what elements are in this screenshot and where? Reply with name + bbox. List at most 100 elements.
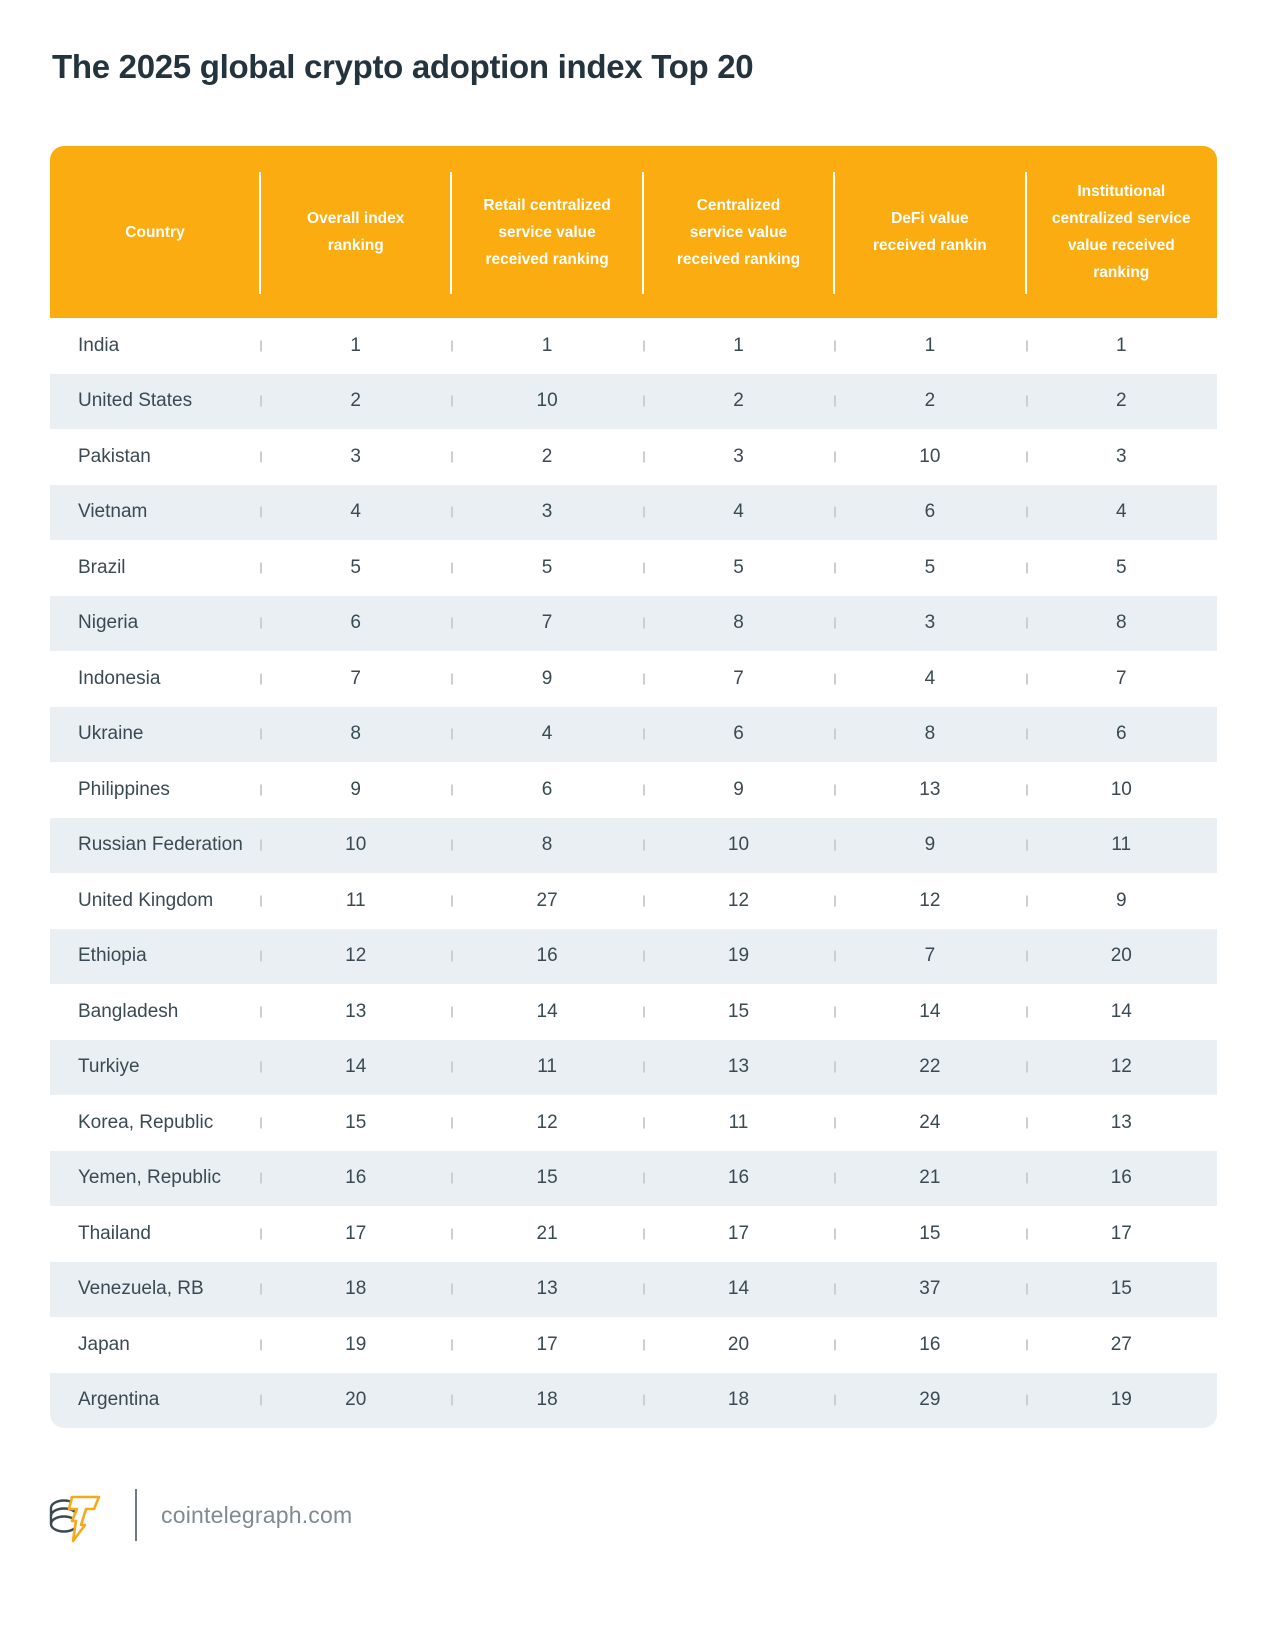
country-cell: Argentina — [50, 1373, 260, 1429]
rank-cell: 14 — [260, 1040, 451, 1096]
rank-value: 10 — [345, 834, 367, 856]
rank-value: 5 — [924, 556, 936, 578]
column-divider-tick — [260, 839, 262, 851]
rank-cell: 17 — [451, 1317, 642, 1373]
rank-cell: 29 — [834, 1373, 1025, 1429]
rank-value: 12 — [727, 889, 750, 911]
rank-cell: 12 — [834, 873, 1025, 929]
country-name: Brazil — [78, 556, 126, 578]
rank-value: 11 — [728, 1111, 749, 1133]
rank-value: 4 — [924, 667, 936, 689]
column-divider-tick — [642, 1117, 645, 1129]
column-divider-tick — [642, 895, 645, 907]
country-cell: Yemen, Republic — [50, 1151, 260, 1207]
column-divider-tick — [642, 784, 645, 796]
rank-cell: 2 — [834, 374, 1025, 430]
rank-cell: 19 — [260, 1317, 451, 1373]
rank-cell: 15 — [1025, 1262, 1217, 1318]
column-divider-tick — [451, 728, 454, 740]
rank-cell: 17 — [642, 1206, 834, 1262]
rank-cell: 7 — [1025, 651, 1217, 707]
column-divider-tick — [834, 728, 837, 740]
rank-value: 9 — [924, 834, 936, 856]
rank-cell: 18 — [451, 1373, 642, 1429]
rank-value: 10 — [1110, 778, 1132, 800]
column-divider-tick — [451, 1172, 454, 1184]
rank-value: 37 — [919, 1278, 941, 1300]
rank-cell: 15 — [642, 984, 834, 1040]
column-divider-tick — [260, 1117, 262, 1129]
rank-value: 15 — [536, 1167, 558, 1189]
column-divider-tick — [1025, 1061, 1028, 1073]
column-divider-tick — [1025, 728, 1028, 740]
table-header-row: Country Overall index ranking Retail cen… — [50, 146, 1217, 318]
rank-value: 5 — [350, 556, 361, 578]
column-divider-tick — [260, 673, 262, 685]
rank-value: 9 — [1115, 889, 1127, 911]
rank-value: 2 — [541, 445, 553, 467]
rank-cell: 9 — [451, 651, 642, 707]
column-divider-tick — [1025, 950, 1028, 962]
table-row: Japan 19 17 20 16 27 — [50, 1317, 1217, 1373]
rank-cell: 7 — [451, 596, 642, 652]
header-divider — [450, 172, 453, 294]
rank-value: 20 — [727, 1333, 750, 1355]
column-divider-tick — [642, 950, 645, 962]
column-divider-tick — [260, 1061, 262, 1073]
country-name: Turkiye — [78, 1056, 140, 1078]
header-label: Country — [125, 223, 185, 241]
rank-cell: 6 — [834, 485, 1025, 541]
rank-value: 12 — [1110, 1056, 1132, 1078]
rank-cell: 1 — [260, 318, 451, 374]
column-divider-tick — [1025, 1117, 1028, 1129]
rank-cell: 15 — [834, 1206, 1025, 1262]
page-title: The 2025 global crypto adoption index To… — [52, 48, 754, 85]
column-divider-tick — [834, 839, 837, 851]
column-divider-tick — [260, 1006, 262, 1018]
rank-value: 12 — [919, 889, 941, 911]
column-divider-tick — [642, 1006, 645, 1018]
rank-value: 22 — [919, 1056, 941, 1078]
rank-cell: 21 — [834, 1151, 1025, 1207]
rank-value: 14 — [345, 1056, 367, 1078]
column-divider-tick — [1025, 1006, 1028, 1018]
column-divider-tick — [451, 451, 454, 463]
rank-value: 13 — [345, 1000, 367, 1022]
country-cell: Venezuela, RB — [50, 1262, 260, 1318]
column-divider-tick — [642, 728, 645, 740]
rank-value: 24 — [919, 1111, 941, 1133]
rank-value: 19 — [1110, 1389, 1132, 1411]
rank-cell: 7 — [260, 651, 451, 707]
column-divider-tick — [260, 451, 262, 463]
rank-value: 7 — [350, 667, 361, 689]
rank-value: 16 — [727, 1167, 750, 1189]
rank-cell: 3 — [451, 485, 642, 541]
rank-cell: 9 — [642, 762, 834, 818]
rank-cell: 20 — [260, 1373, 451, 1429]
header-label: DeFi value received rankin — [873, 210, 987, 254]
table-row: Ukraine 8 4 6 8 6 — [50, 706, 1217, 762]
rank-cell: 21 — [451, 1206, 642, 1262]
column-divider-tick — [1025, 1172, 1028, 1184]
source-link[interactable]: cointelegraph.com — [161, 1501, 353, 1528]
table-row: Vietnam 4 3 4 6 4 — [50, 484, 1217, 541]
rank-value: 3 — [924, 612, 936, 634]
rank-value: 9 — [350, 778, 361, 800]
country-name: India — [78, 334, 120, 356]
rank-cell: 6 — [451, 762, 642, 818]
rank-cell: 15 — [451, 1151, 642, 1207]
rank-cell: 11 — [642, 1095, 834, 1151]
rank-value: 17 — [1110, 1222, 1132, 1244]
rank-cell: 14 — [1025, 984, 1217, 1040]
rank-cell: 16 — [642, 1151, 834, 1207]
rank-value: 5 — [733, 556, 744, 578]
header-label: Institutional centralized service value … — [1051, 183, 1191, 281]
rank-cell: 5 — [834, 540, 1025, 596]
rank-value: 1 — [1115, 334, 1127, 356]
rank-cell: 13 — [1025, 1095, 1217, 1151]
column-divider-tick — [260, 340, 262, 352]
rank-cell: 3 — [642, 429, 834, 485]
header-cell-country: Country — [50, 146, 260, 318]
rank-cell: 27 — [1025, 1317, 1217, 1373]
rank-value: 1 — [541, 334, 553, 356]
